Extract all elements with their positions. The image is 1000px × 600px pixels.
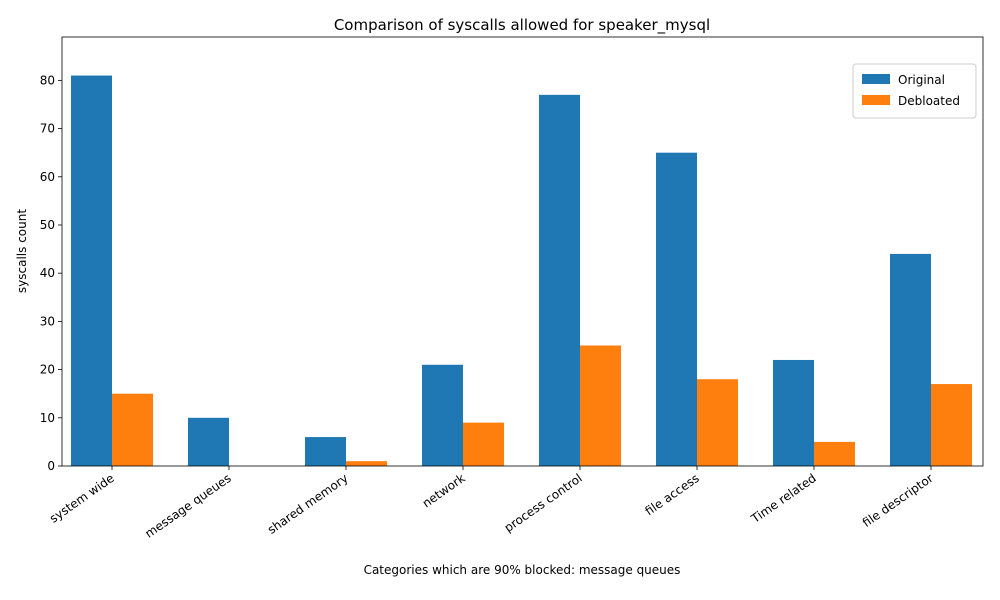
y-axis-label: syscalls count [15,209,29,293]
y-tick-label: 70 [40,122,55,136]
y-tick-label: 50 [40,218,55,232]
y-tick-label: 30 [40,314,55,328]
y-tick-label: 0 [47,459,55,473]
bar-original-8 [890,253,931,466]
legend: Original Debloated [852,63,977,119]
axes-frame [61,36,984,467]
bar-debloated-8 [931,384,972,466]
y-tick-label: 60 [40,170,55,184]
y-tick-label: 10 [40,411,55,425]
legend-label-debloated: Debloated [898,94,960,108]
bar-debloated-5 [580,345,621,466]
y-tick-label: 20 [40,363,55,377]
bar-original-6 [656,152,697,466]
legend-swatch-debloated [862,95,890,105]
y-tick-label: 80 [40,73,55,87]
bar-debloated-1 [112,393,153,466]
y-tick-label: 40 [40,266,55,280]
bar-original-5 [539,94,580,466]
bar-original-2 [188,417,229,466]
bar-debloated-7 [814,441,855,466]
legend-swatch-original [862,74,890,84]
chart-title: Comparison of syscalls allowed for speak… [334,16,710,35]
x-axis-label: Categories which are 90% blocked: messag… [364,563,681,577]
bar-debloated-3 [346,461,387,466]
bar-original-4 [422,364,463,466]
bar-original-7 [773,359,814,466]
bar-debloated-4 [463,422,504,466]
bar-debloated-6 [697,379,738,466]
bar-original-3 [305,437,346,466]
bar-original-1 [71,75,112,466]
legend-label-original: Original [898,73,945,87]
